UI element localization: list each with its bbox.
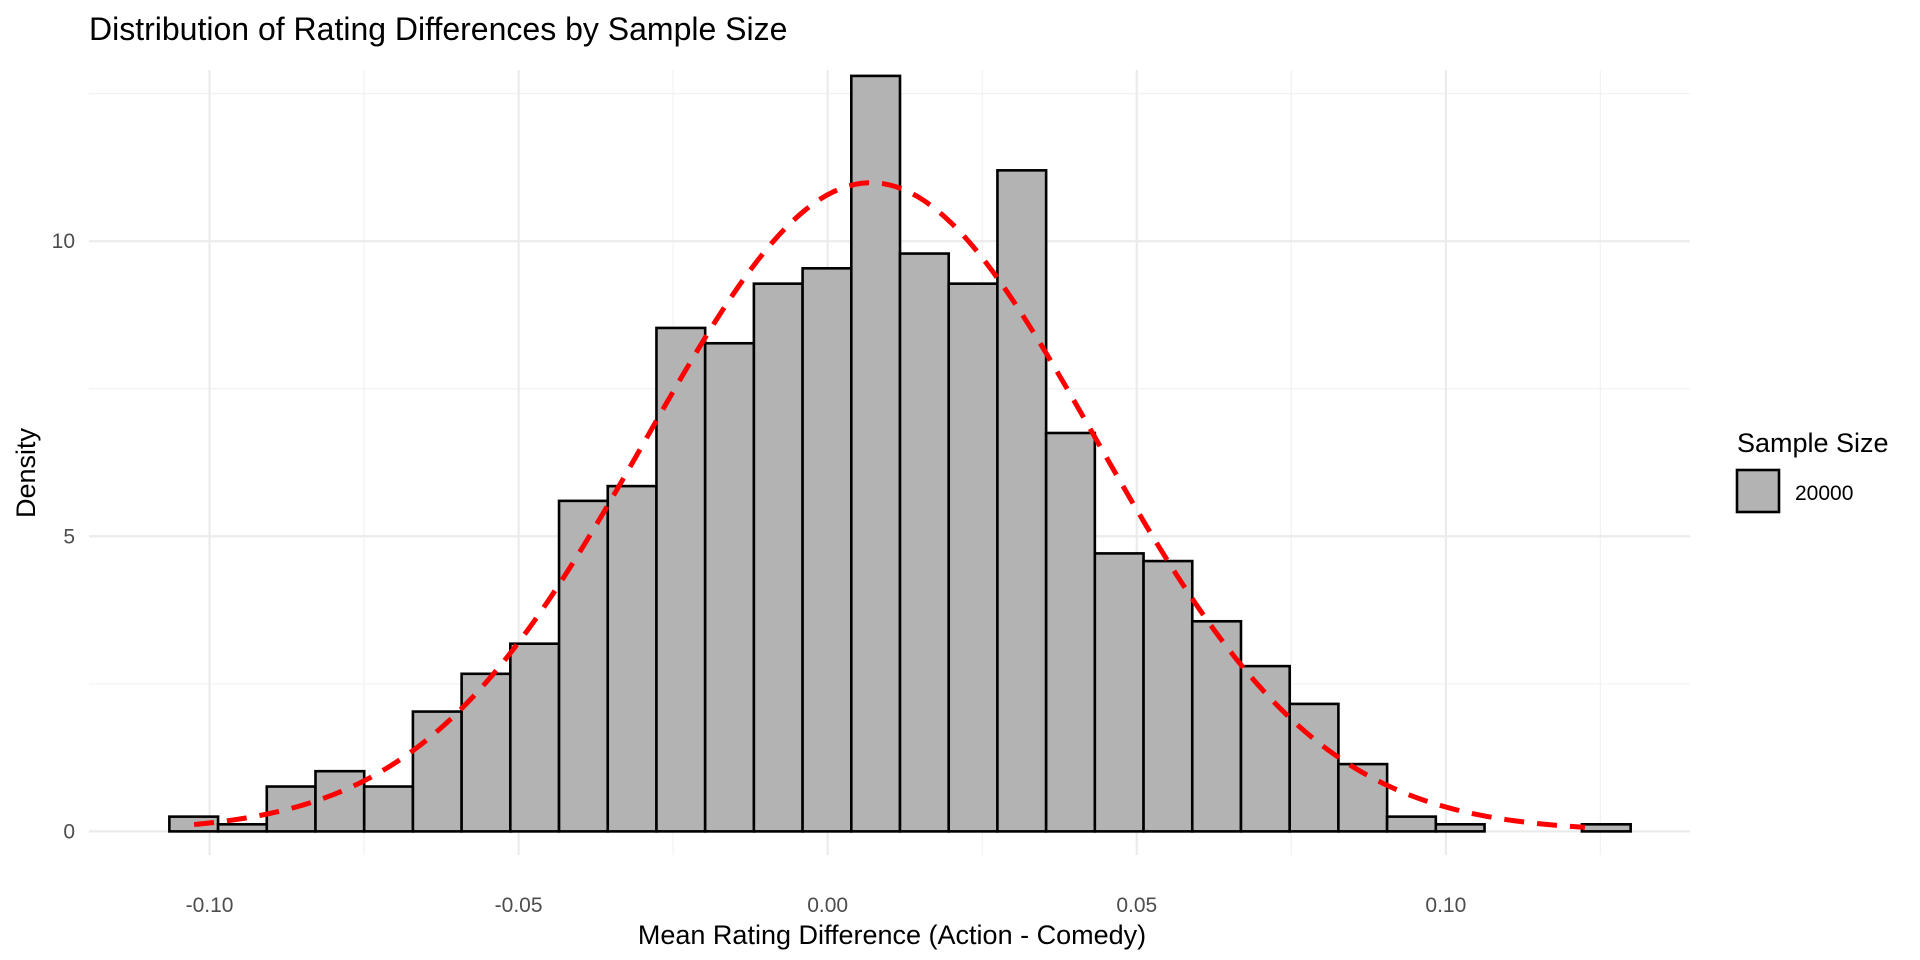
legend-title: Sample Size xyxy=(1737,428,1889,458)
histogram-bar xyxy=(801,267,853,833)
histogram-bar xyxy=(849,74,902,833)
histogram-bar xyxy=(996,169,1048,833)
y-axis-title: Density xyxy=(11,427,41,518)
density-curve xyxy=(193,180,1586,830)
y-tick-label: 0 xyxy=(63,820,75,843)
x-tick-label: 0.05 xyxy=(1116,894,1157,917)
legend: Sample Size 20000 xyxy=(1735,428,1889,514)
histogram-bar xyxy=(606,484,658,833)
histogram-bar xyxy=(1385,815,1438,833)
histogram-bar xyxy=(898,252,951,833)
x-tick-label: 0.00 xyxy=(807,894,848,917)
histogram-bar xyxy=(947,282,999,833)
histogram-bar xyxy=(265,785,317,833)
x-axis-title: Mean Rating Difference (Action - Comedy) xyxy=(638,920,1146,950)
histogram-bar xyxy=(655,326,707,833)
y-tick-label: 5 xyxy=(63,525,75,548)
y-tick-label: 10 xyxy=(52,230,75,253)
x-tick-label: 0.10 xyxy=(1425,894,1466,917)
chart-title: Distribution of Rating Differences by Sa… xyxy=(89,11,787,47)
x-tick-label: -0.10 xyxy=(186,894,234,917)
histogram-bar xyxy=(557,499,610,833)
y-axis-tick-labels: 0 5 10 xyxy=(52,230,75,843)
histogram-bar xyxy=(1434,823,1486,833)
histogram-bar xyxy=(362,785,415,833)
x-axis-tick-labels: -0.10 -0.05 0.00 0.05 0.10 xyxy=(186,894,1467,917)
histogram-bar xyxy=(216,823,269,833)
histogram-bars xyxy=(168,74,1632,833)
histogram-bar xyxy=(752,282,804,833)
histogram-bar xyxy=(703,341,756,833)
x-tick-label: -0.05 xyxy=(495,894,543,917)
histogram-bar xyxy=(314,769,366,833)
histogram-bar xyxy=(1093,552,1145,833)
histogram-bar xyxy=(460,672,512,833)
histogram-bar xyxy=(1142,559,1194,833)
histogram-bar xyxy=(1580,823,1632,833)
histogram-bar xyxy=(1288,702,1340,833)
legend-key-swatch xyxy=(1735,468,1781,514)
histogram-bar xyxy=(1044,431,1097,833)
histogram-bar xyxy=(509,642,561,833)
legend-entry-label: 20000 xyxy=(1795,482,1853,505)
